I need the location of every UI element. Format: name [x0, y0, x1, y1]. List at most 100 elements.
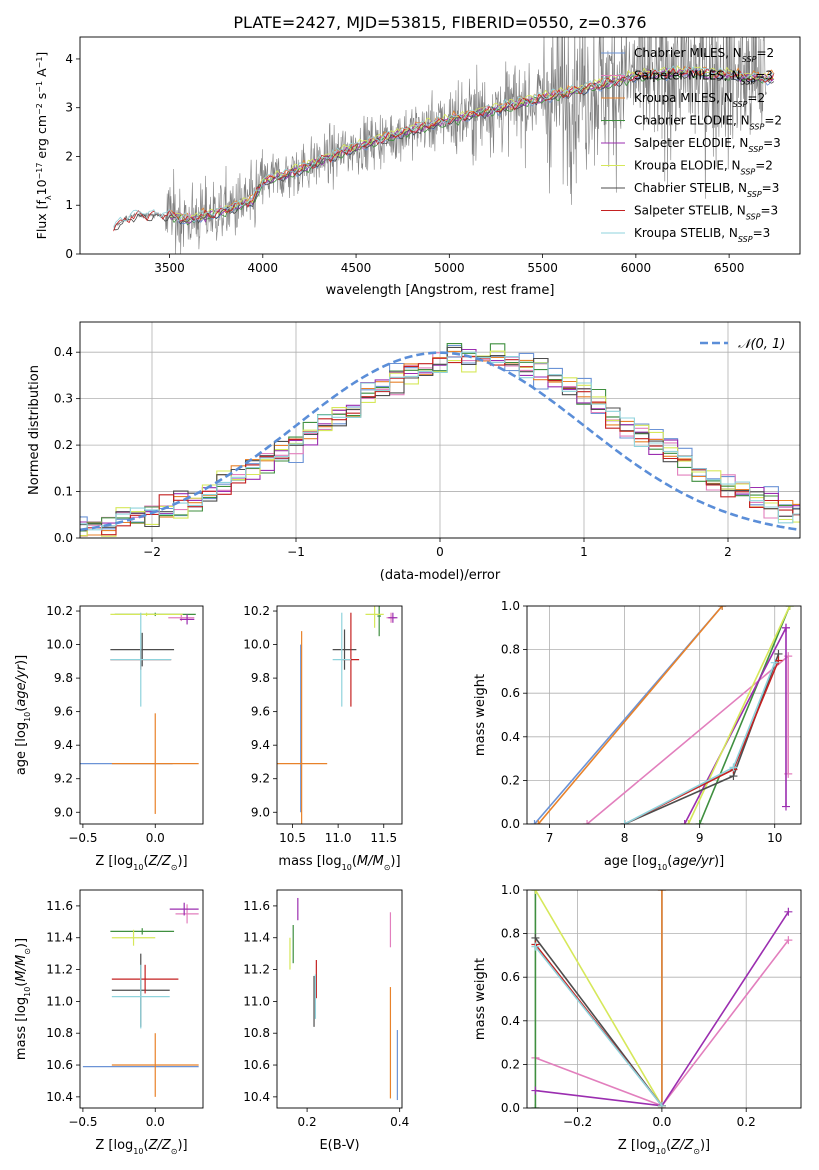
- age_vs_z-ytick-label: 10.2: [46, 604, 73, 618]
- spectrum-xtick-label: 6000: [621, 261, 652, 275]
- mass_vs_ebv-xtick-label: 0.4: [390, 1115, 409, 1129]
- panel-mass_vs_ebv: 0.2 0.4 10.4 10.6 10.8 11.0 11.2 11.4 11.6 E(B-V): [243, 889, 409, 1153]
- mass_weight_vs_z-frame: [526, 889, 802, 1109]
- age_vs_z-frame: [79, 605, 204, 825]
- age_vs_z-ylabel: age [log10(age/yr)]: [14, 655, 32, 775]
- residual-hist-kroupa_stelib: [80, 351, 800, 531]
- mass_weight_vs_age-plot-area: [530, 606, 794, 824]
- age_vs_z-point-salpeter_elodie: [179, 614, 195, 625]
- panel-spectrum: 3500 4000 4500 5000 5500 6000 6500 0 1 2 3 4 Chabrie…: [34, 36, 801, 298]
- age_vs_z-point-kroupa_stelib: [110, 612, 172, 707]
- mass_weight_vs_age-ytick-label: 0.8: [501, 643, 520, 657]
- mass_weight_vs_z-marker-salpeter_miles: [784, 936, 793, 945]
- mass_vs_z-xtick-label: 0.0: [146, 1115, 165, 1129]
- age_vs_mass-xlabel: mass [log10(M/M⊙)]: [278, 854, 400, 872]
- spectrum-data-line: [113, 37, 767, 254]
- age_vs_mass-ytick-label: 10.2: [243, 604, 270, 618]
- legend-label-salpeter_stelib: Salpeter STELIB, NSSP=3: [634, 204, 778, 222]
- mass_vs_ebv-ytick-label: 11.2: [243, 963, 270, 977]
- figure-title: PLATE=2427, MJD=53815, FIBERID=0550, z=0…: [233, 13, 646, 32]
- residuals-legend: 𝒩(0, 1): [700, 337, 785, 352]
- age_vs_z-ytick-label: 10.0: [46, 638, 73, 652]
- legend-label-gaussian: 𝒩(0, 1): [738, 337, 785, 352]
- mass_vs_z-ytick-label: 10.4: [46, 1090, 73, 1104]
- mass_weight_vs_z-ytick-label: 0.0: [501, 1101, 520, 1115]
- mass_weight_vs_z-ytick-label: 0.6: [501, 970, 520, 984]
- mass_weight_vs_age-ytick-label: 0.6: [501, 686, 520, 700]
- mass_weight_vs_z-plot-area: [531, 890, 793, 1108]
- mass_weight_vs_z-ytick-label: 0.4: [501, 1014, 520, 1028]
- age_vs_mass-point-salpeter_elodie: [388, 612, 398, 623]
- mass_weight_vs_age-marker-kroupa_miles: [718, 606, 727, 610]
- mass_weight_vs_age-xtick-label: 9: [696, 831, 704, 845]
- panel-age_vs_mass: 10.5 11.0 11.5 9.0 9.2 9.4 9.6 9.8 10.0 10.2 mass …: [243, 604, 403, 872]
- residual-hist-salpeter_miles: [80, 352, 800, 537]
- mass_weight_vs_z-xtick-label: 0.2: [737, 1115, 756, 1129]
- mass_vs_ebv-ytick-label: 11.0: [243, 994, 270, 1008]
- mass_vs_z-point-salpeter_elodie: [169, 902, 199, 916]
- mass_vs_ebv-xlabel: E(B-V): [319, 1138, 359, 1153]
- spectrum-legend: Chabrier MILES, NSSP=2 Salpeter MILES, NS…: [601, 46, 782, 244]
- mass_vs_z-point-salpeter_miles: [175, 904, 199, 924]
- age_vs_mass-ytick-label: 9.2: [251, 772, 270, 786]
- mass_vs_ebv-ytick-label: 10.8: [243, 1026, 270, 1040]
- age_vs_z-xtick-label: 0.0: [146, 831, 165, 845]
- mass_weight_vs_age-marker-kroupa_stelib: [770, 658, 779, 667]
- age_vs_mass-point-chabrier_stelib: [332, 629, 357, 670]
- legend-label-salpeter_elodie: Salpeter ELODIE, NSSP=3: [634, 136, 781, 154]
- mass_weight_vs_z-grid: [527, 889, 801, 1109]
- residuals-plot-area: [80, 343, 800, 537]
- mass_weight_vs_z-marker-kroupa_elodie: [531, 890, 540, 894]
- age_vs_mass-xtick-label: 11.5: [370, 831, 397, 845]
- age_vs_mass-ytick-label: 9.6: [251, 705, 270, 719]
- age_vs_mass-plot-area: [277, 606, 398, 824]
- mass_vs_z-ytick-label: 11.0: [46, 994, 73, 1008]
- mass_weight_vs_age-grid: [527, 605, 801, 825]
- spectrum-xlabel: wavelength [Angstrom, rest frame]: [326, 283, 555, 298]
- mass_weight_vs_z-ytick-label: 0.8: [501, 927, 520, 941]
- residuals-xtick-label: 0: [436, 545, 444, 559]
- mass_weight_vs_age-ytick-label: 1.0: [501, 599, 520, 613]
- residuals-ylabel: Normed distribution: [27, 365, 42, 495]
- residuals-ytick-label: 0.0: [54, 531, 73, 545]
- panel-mass_weight_vs_age: 7 8 9 10 0.0 0.2 0.4 0.6 0.8 1.0 age [log10(age/yr…: [473, 599, 802, 872]
- residual-hist-salpeter_stelib: [80, 356, 800, 536]
- mass_weight_vs_age-marker-salpeter_miles: [583, 820, 592, 824]
- age_vs_z-xlabel: Z [log10(Z/Z⊙)]: [95, 854, 187, 872]
- mass_weight_vs_z-marker-chabrier_elodie: [531, 1104, 540, 1108]
- residuals-xtick-label: −2: [143, 545, 161, 559]
- mass_vs_z-point-kroupa_elodie: [111, 929, 156, 946]
- residual-hist-chabrier_elodie: [80, 343, 800, 532]
- mass_vs_z-xtick-label: −0.5: [68, 1115, 97, 1129]
- residuals-xtick-label: 2: [724, 545, 732, 559]
- mass_weight_vs_age-marker-chabrier_elodie: [695, 820, 704, 824]
- spectrum-ytick-label: 1: [65, 198, 73, 212]
- mass_weight_vs_age-marker-chabrier_miles: [530, 820, 539, 824]
- spectrum-ytick-label: 4: [65, 52, 73, 66]
- age_vs_z-point-salpeter_miles: [168, 614, 195, 622]
- mass_weight_vs_age-marker-kroupa_miles: [534, 820, 543, 824]
- mass_vs_z-point-salpeter_stelib: [111, 964, 179, 994]
- age_vs_z-xtick-label: −0.5: [68, 831, 97, 845]
- age_vs_mass-ytick-label: 10.0: [243, 638, 270, 652]
- residuals-xtick-label: 1: [580, 545, 588, 559]
- age_vs_z-point-kroupa_miles: [111, 713, 199, 814]
- mass_weight_vs_z-ytick-label: 1.0: [501, 883, 520, 897]
- age_vs_mass-ytick-label: 9.0: [251, 805, 270, 819]
- mass_weight_vs_age-ytick-label: 0.4: [501, 730, 520, 744]
- mass_weight_vs_age-marker-kroupa_elodie: [785, 606, 794, 610]
- mass_vs_z-point-chabrier_elodie: [110, 928, 175, 935]
- residuals-ytick-label: 0.1: [54, 485, 73, 499]
- age_vs_mass-point-kroupa_stelib: [332, 612, 351, 707]
- age_vs_mass-xtick-label: 10.5: [279, 831, 306, 845]
- residuals-xtick-label: −1: [287, 545, 305, 559]
- mass_vs_z-frame: [79, 889, 204, 1109]
- spectrum-ylabel: Flux [fλ10−17 erg cm−2 s−1 A−1]: [34, 52, 53, 240]
- age_vs_mass-point-kroupa_miles: [277, 631, 328, 824]
- age_vs_z-plot-area: [80, 612, 199, 814]
- panel-mass_weight_vs_z: −0.2 0.0 0.2 0.0 0.2 0.4 0.6 0.8 1.0 Z [log10(Z/Z…: [473, 883, 802, 1156]
- spectrum-model-kroupa_elodie: [169, 65, 775, 223]
- spectrum-ytick-label: 2: [65, 149, 73, 163]
- residuals-ytick-label: 0.4: [54, 345, 73, 359]
